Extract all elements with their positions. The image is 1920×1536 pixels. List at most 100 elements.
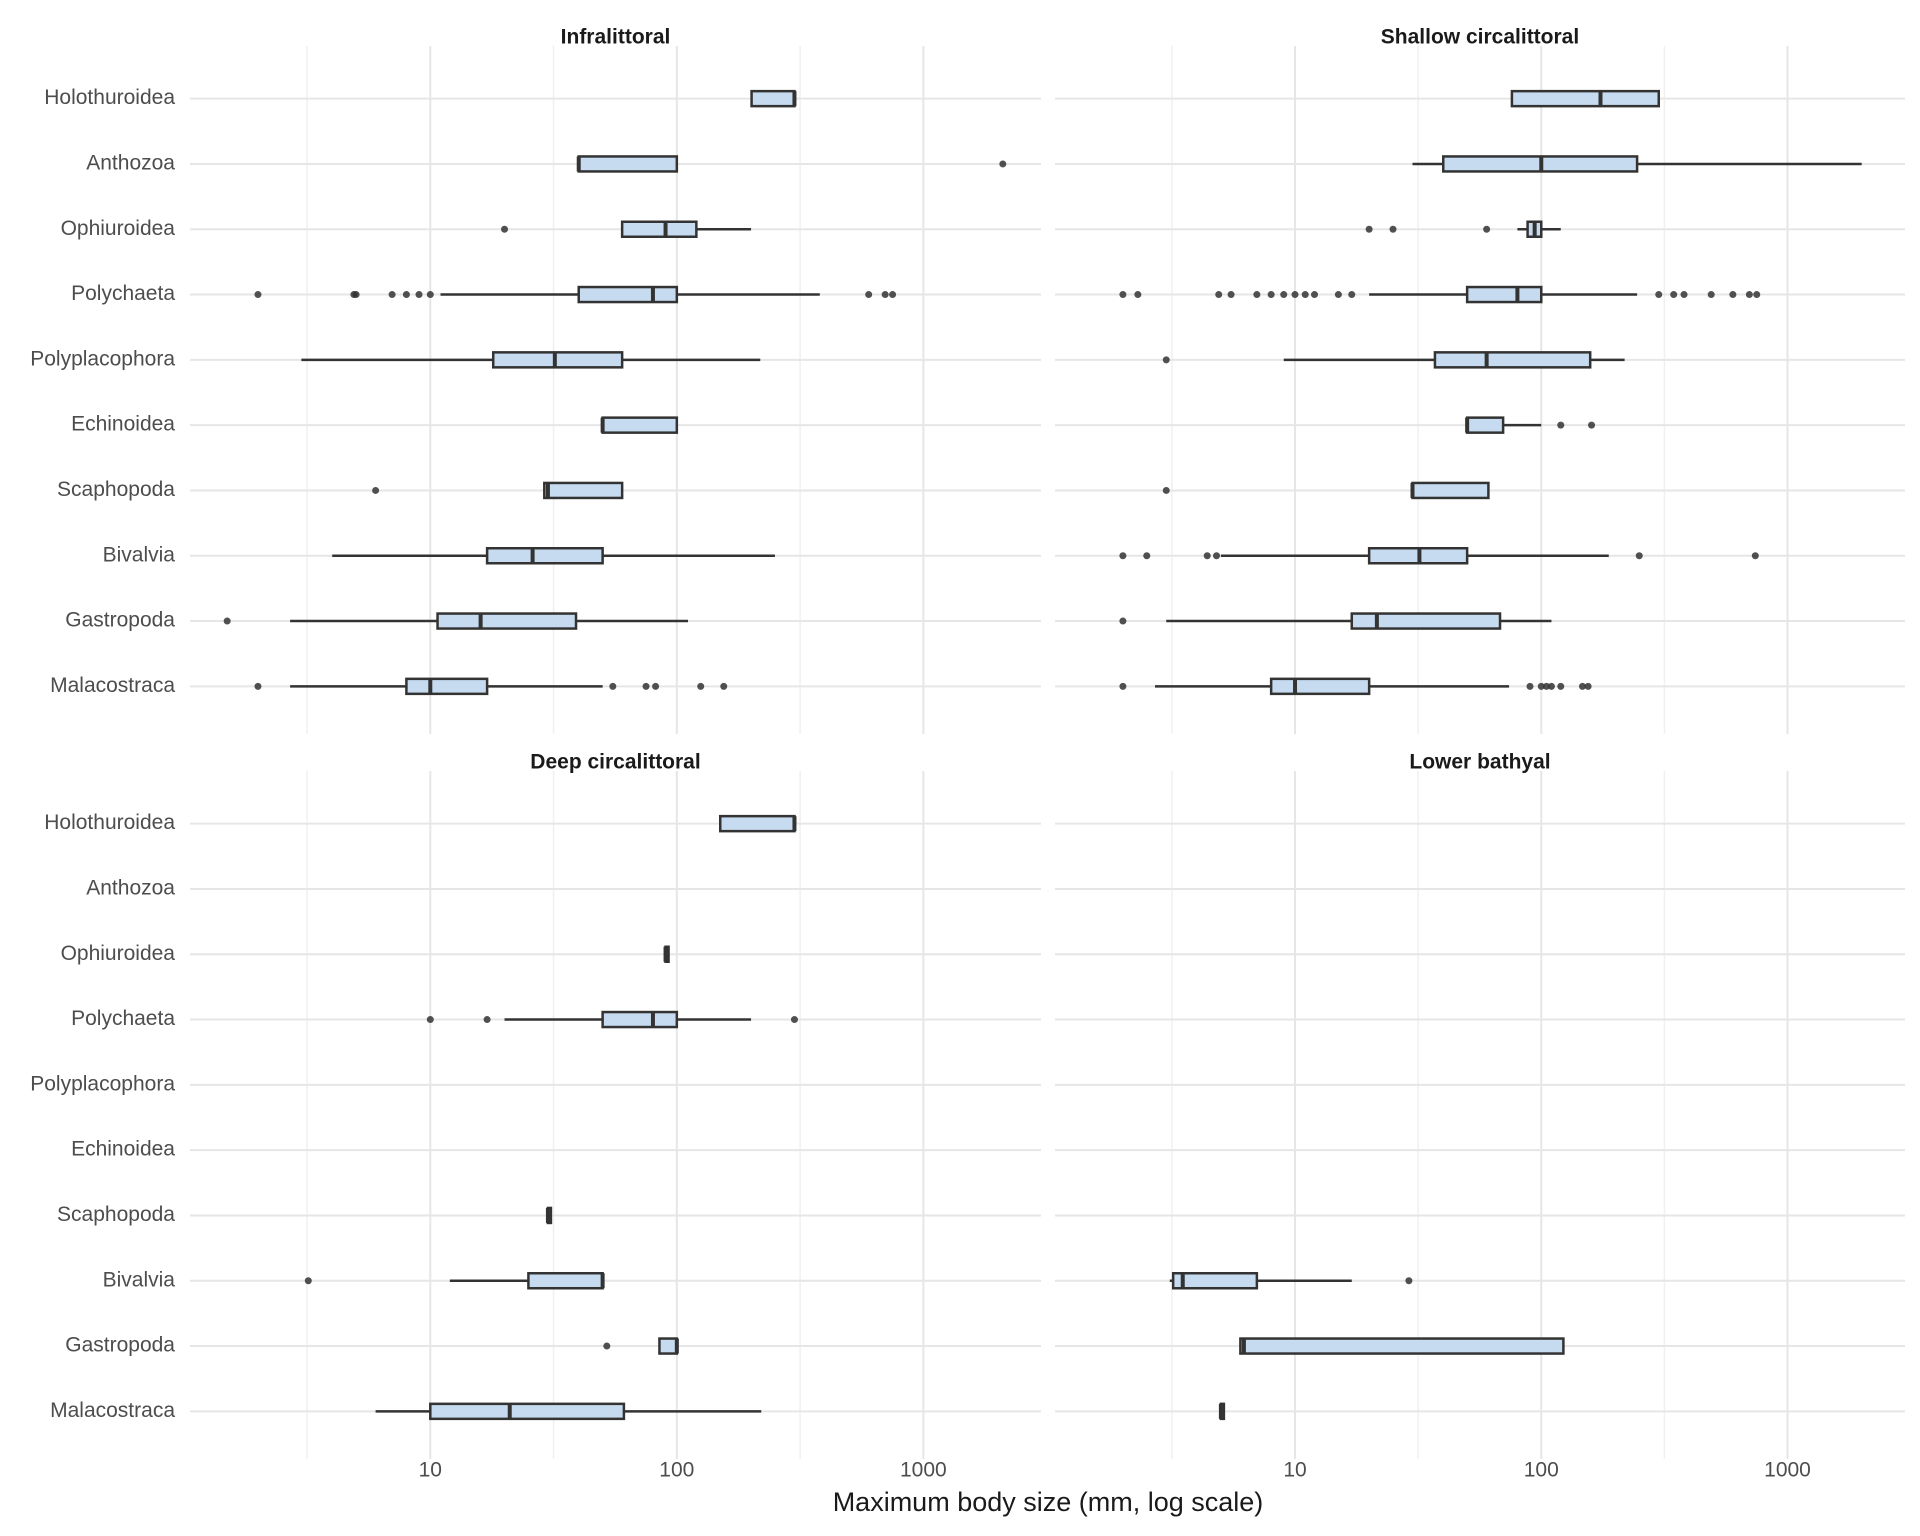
outlier bbox=[1291, 291, 1299, 299]
outlier bbox=[1119, 291, 1127, 299]
outlier bbox=[1483, 225, 1491, 233]
outlier bbox=[1162, 486, 1170, 494]
y-tick-label: Polyplacophora bbox=[30, 347, 175, 370]
outlier bbox=[254, 682, 262, 690]
outlier bbox=[865, 291, 873, 299]
outlier bbox=[1203, 552, 1211, 560]
y-tick-label: Malacostraca bbox=[50, 1399, 175, 1422]
box bbox=[405, 677, 489, 696]
y-tick-label: Holothuroidea bbox=[44, 811, 175, 834]
x-tick-label: 1000 bbox=[1764, 1459, 1811, 1482]
outlier bbox=[1280, 291, 1288, 299]
outlier bbox=[1578, 682, 1586, 690]
outlier bbox=[1526, 682, 1534, 690]
outlier bbox=[1311, 291, 1319, 299]
y-tick-label: Echinoidea bbox=[71, 1138, 175, 1161]
outlier bbox=[889, 291, 897, 299]
box bbox=[527, 1272, 604, 1290]
facet-title: Lower bathyal bbox=[1409, 751, 1550, 774]
outlier bbox=[1334, 291, 1342, 299]
outlier bbox=[1729, 291, 1737, 299]
outlier bbox=[402, 291, 410, 299]
outlier bbox=[697, 682, 705, 690]
y-tick-label: Scaphopoda bbox=[57, 1203, 175, 1226]
outlier bbox=[1707, 291, 1715, 299]
outlier bbox=[881, 291, 889, 299]
y-tick-label: Ophiuroidea bbox=[61, 942, 176, 965]
outlier bbox=[642, 682, 650, 690]
x-tick-label: 10 bbox=[1283, 1459, 1306, 1482]
outlier bbox=[304, 1277, 312, 1285]
y-tick-label: Anthozoa bbox=[86, 876, 175, 899]
box bbox=[1465, 285, 1543, 304]
box bbox=[1171, 1272, 1259, 1290]
box bbox=[1433, 351, 1592, 369]
facet-title: Deep circalittoral bbox=[530, 751, 700, 774]
box bbox=[601, 416, 679, 434]
outlier bbox=[1213, 552, 1221, 560]
outlier bbox=[1227, 291, 1235, 299]
outlier bbox=[1635, 552, 1643, 560]
y-tick-label: Anthozoa bbox=[86, 151, 175, 174]
outlier bbox=[609, 682, 617, 690]
facet-title: Infralittoral bbox=[561, 26, 671, 49]
y-tick-label: Gastropoda bbox=[65, 1334, 175, 1357]
box bbox=[491, 351, 624, 369]
outlier bbox=[790, 1016, 798, 1024]
outlier bbox=[1134, 291, 1142, 299]
outlier bbox=[1745, 291, 1753, 299]
box bbox=[620, 220, 698, 238]
outlier bbox=[1405, 1277, 1413, 1285]
outlier bbox=[1267, 291, 1275, 299]
outlier bbox=[501, 225, 509, 233]
outlier bbox=[1753, 291, 1761, 299]
box bbox=[1465, 416, 1505, 434]
outlier bbox=[1547, 682, 1555, 690]
outlier bbox=[1557, 421, 1565, 429]
y-tick-label: Bivalvia bbox=[103, 1268, 176, 1291]
box bbox=[577, 155, 679, 173]
outlier bbox=[1253, 291, 1261, 299]
x-axis-label: Maximum body size (mm, log scale) bbox=[833, 1487, 1264, 1517]
box bbox=[718, 814, 796, 833]
box bbox=[1510, 89, 1661, 108]
y-tick-label: Scaphopoda bbox=[57, 478, 175, 501]
outlier bbox=[1119, 682, 1127, 690]
y-tick-label: Echinoidea bbox=[71, 413, 175, 436]
outlier bbox=[372, 486, 380, 494]
box bbox=[1350, 612, 1502, 630]
outlier bbox=[426, 291, 434, 299]
box bbox=[750, 89, 796, 108]
outlier bbox=[1119, 552, 1127, 560]
box bbox=[1239, 1337, 1565, 1355]
outlier bbox=[1348, 291, 1356, 299]
y-tick-label: Holothuroidea bbox=[44, 86, 175, 109]
box bbox=[1411, 481, 1490, 500]
outlier bbox=[1655, 291, 1663, 299]
box bbox=[429, 1402, 626, 1421]
box bbox=[436, 612, 578, 630]
outlier bbox=[1588, 421, 1596, 429]
box bbox=[485, 547, 604, 565]
outlier bbox=[483, 1016, 491, 1024]
outlier bbox=[1542, 682, 1550, 690]
y-tick-label: Polychaeta bbox=[71, 1007, 175, 1030]
outlier bbox=[1670, 291, 1678, 299]
outlier bbox=[223, 617, 231, 625]
outlier bbox=[1143, 552, 1151, 560]
outlier bbox=[1119, 617, 1127, 625]
outlier bbox=[999, 160, 1007, 168]
x-tick-label: 10 bbox=[419, 1459, 442, 1482]
outlier bbox=[652, 682, 660, 690]
box bbox=[601, 1010, 679, 1029]
y-tick-label: Bivalvia bbox=[103, 543, 176, 566]
outlier bbox=[1584, 682, 1592, 690]
outlier bbox=[254, 291, 262, 299]
outlier bbox=[1389, 225, 1397, 233]
outlier bbox=[1215, 291, 1223, 299]
outlier bbox=[426, 1016, 434, 1024]
x-tick-label: 1000 bbox=[900, 1459, 947, 1482]
outlier bbox=[415, 291, 423, 299]
